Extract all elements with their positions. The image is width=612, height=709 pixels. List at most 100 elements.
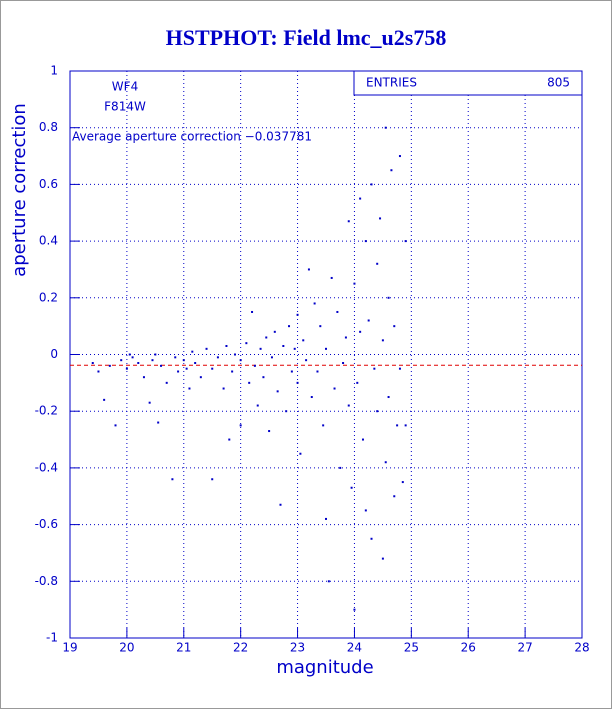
y-tick-label: -1 bbox=[46, 631, 58, 645]
point bbox=[108, 364, 111, 367]
y-tick-label: 1 bbox=[50, 64, 58, 78]
point bbox=[370, 537, 373, 540]
chart-title: HSTPHOT: Field lmc_u2s758 bbox=[166, 25, 447, 50]
point bbox=[259, 347, 262, 350]
point bbox=[376, 262, 379, 265]
point bbox=[310, 396, 313, 399]
point bbox=[339, 466, 342, 469]
point bbox=[398, 155, 401, 158]
point bbox=[296, 313, 299, 316]
point bbox=[256, 404, 259, 407]
y-tick-label: -0.2 bbox=[35, 404, 58, 418]
point bbox=[270, 356, 273, 359]
point bbox=[182, 359, 185, 362]
point bbox=[288, 325, 291, 328]
point bbox=[233, 353, 236, 356]
x-tick-label: 22 bbox=[233, 641, 248, 655]
point bbox=[307, 268, 310, 271]
point bbox=[282, 344, 285, 347]
point bbox=[327, 580, 330, 583]
point bbox=[142, 376, 145, 379]
point bbox=[330, 276, 333, 279]
x-tick-label: 25 bbox=[404, 641, 419, 655]
point bbox=[356, 381, 359, 384]
point bbox=[367, 319, 370, 322]
point bbox=[165, 381, 168, 384]
point bbox=[239, 424, 242, 427]
point bbox=[373, 367, 376, 370]
point bbox=[253, 364, 256, 367]
annotation: Average aperture correction −0.037781 bbox=[72, 130, 312, 144]
point bbox=[364, 240, 367, 243]
point bbox=[293, 347, 296, 350]
y-tick-label: -0.6 bbox=[35, 517, 58, 531]
point bbox=[114, 424, 117, 427]
point bbox=[302, 339, 305, 342]
point bbox=[248, 381, 251, 384]
y-axis-label: aperture correction bbox=[9, 103, 30, 277]
point bbox=[299, 452, 302, 455]
point bbox=[350, 486, 353, 489]
x-tick-label: 28 bbox=[574, 641, 589, 655]
point bbox=[279, 503, 282, 506]
point bbox=[205, 347, 208, 350]
point bbox=[404, 240, 407, 243]
point bbox=[171, 478, 174, 481]
point bbox=[199, 376, 202, 379]
y-tick-label: 0.8 bbox=[39, 120, 58, 134]
point bbox=[185, 367, 188, 370]
point bbox=[387, 296, 390, 299]
point bbox=[131, 356, 134, 359]
point bbox=[188, 387, 191, 390]
point bbox=[404, 424, 407, 427]
point bbox=[251, 310, 254, 313]
point bbox=[268, 430, 271, 433]
x-tick-label: 27 bbox=[517, 641, 532, 655]
point bbox=[265, 336, 268, 339]
point bbox=[225, 344, 228, 347]
point bbox=[154, 353, 157, 356]
point bbox=[91, 362, 94, 365]
plot-frame bbox=[69, 70, 583, 639]
point bbox=[262, 376, 265, 379]
point bbox=[245, 342, 248, 345]
annotation: WF4 bbox=[112, 80, 138, 94]
point bbox=[384, 461, 387, 464]
x-tick-label: 24 bbox=[347, 641, 362, 655]
point bbox=[322, 424, 325, 427]
point bbox=[319, 325, 322, 328]
y-tick-label: 0.2 bbox=[39, 290, 58, 304]
point bbox=[285, 410, 288, 413]
point bbox=[381, 557, 384, 560]
point bbox=[97, 370, 100, 373]
point bbox=[336, 310, 339, 313]
point bbox=[333, 387, 336, 390]
point bbox=[384, 126, 387, 129]
point bbox=[157, 421, 160, 424]
stats-label: ENTRIES bbox=[366, 76, 417, 90]
point bbox=[222, 387, 225, 390]
point bbox=[148, 401, 151, 404]
point bbox=[396, 424, 399, 427]
x-tick-label: 20 bbox=[119, 641, 134, 655]
point bbox=[125, 367, 128, 370]
point bbox=[305, 359, 308, 362]
x-tick-label: 23 bbox=[290, 641, 305, 655]
point bbox=[353, 608, 356, 611]
point bbox=[191, 350, 194, 353]
point bbox=[325, 517, 327, 520]
point bbox=[353, 282, 356, 285]
x-tick-label: 26 bbox=[461, 641, 476, 655]
point bbox=[313, 302, 316, 305]
stats-value: 805 bbox=[547, 76, 570, 90]
annotation: F814W bbox=[104, 100, 146, 114]
point bbox=[194, 362, 197, 365]
y-tick-label: 0.4 bbox=[39, 234, 58, 248]
point bbox=[393, 325, 396, 328]
point bbox=[398, 367, 401, 370]
point bbox=[361, 438, 364, 441]
point bbox=[342, 362, 345, 365]
point bbox=[401, 481, 404, 484]
point bbox=[364, 509, 367, 512]
